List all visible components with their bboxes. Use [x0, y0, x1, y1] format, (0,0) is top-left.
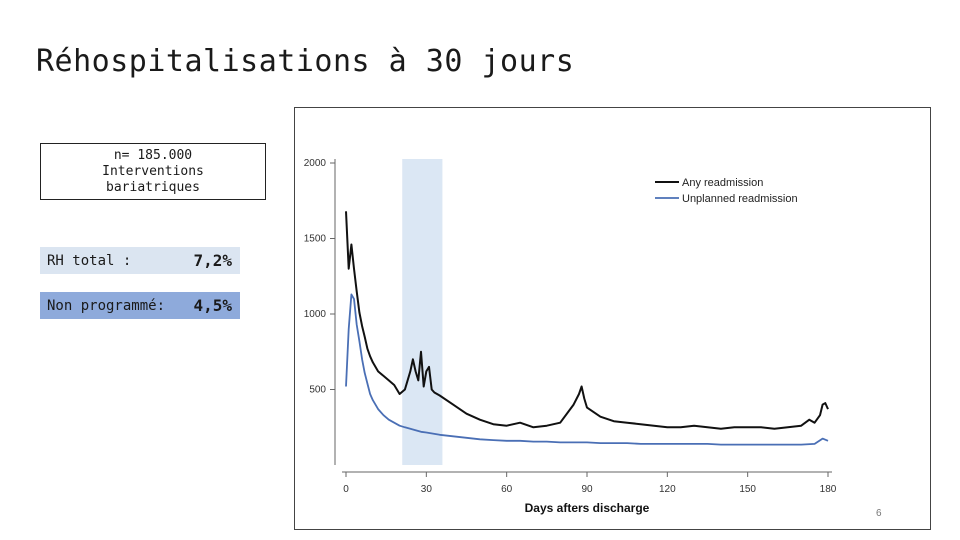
x-tick-label: 60: [501, 484, 513, 495]
intervention-text: Interventions: [102, 163, 204, 179]
series-unplanned-readmission: [345, 293, 829, 446]
legend-label: Unplanned readmission: [682, 193, 798, 205]
legend-label: Any readmission: [682, 177, 763, 189]
study-info-box: n= 185.000 Interventions bariatriques: [40, 143, 266, 200]
rh-unplanned-row: Non programmé: 4,5%: [40, 292, 240, 319]
x-tick-label: 120: [659, 484, 676, 495]
y-tick-label: 1500: [304, 234, 327, 245]
sample-size-text: n= 185.000: [113, 147, 193, 163]
x-tick-label: 150: [739, 484, 756, 495]
rh-total-row: RH total : 7,2%: [40, 247, 240, 274]
series-any-readmission: [345, 211, 829, 430]
y-tick-label: 500: [309, 385, 326, 396]
y-tick-label: 1000: [304, 309, 327, 320]
page-number: 6: [876, 508, 882, 519]
readmission-chart-svg: 500 1000 1500 2000 0 30 60 90 120 150 180 Days afte…: [304, 158, 837, 515]
x-tick-label: 0: [343, 484, 349, 495]
rh-unplanned-value: 4,5%: [193, 296, 232, 315]
intervention-type-text: bariatriques: [106, 179, 200, 195]
readmission-chart: 500 1000 1500 2000 0 30 60 90 120 150 180 Days afte…: [294, 107, 931, 530]
x-tick-label: 90: [581, 484, 593, 495]
highlight-band: [402, 159, 443, 465]
x-tick-label: 180: [820, 484, 837, 495]
x-axis-title: Days afters discharge: [525, 501, 650, 515]
rh-unplanned-label: Non programmé:: [47, 297, 166, 314]
rh-total-value: 7,2%: [193, 251, 232, 270]
x-tick-label: 30: [421, 484, 433, 495]
slide-title: Réhospitalisations à 30 jours: [36, 44, 575, 79]
rh-total-label: RH total :: [47, 252, 132, 269]
y-tick-label: 2000: [304, 158, 327, 169]
